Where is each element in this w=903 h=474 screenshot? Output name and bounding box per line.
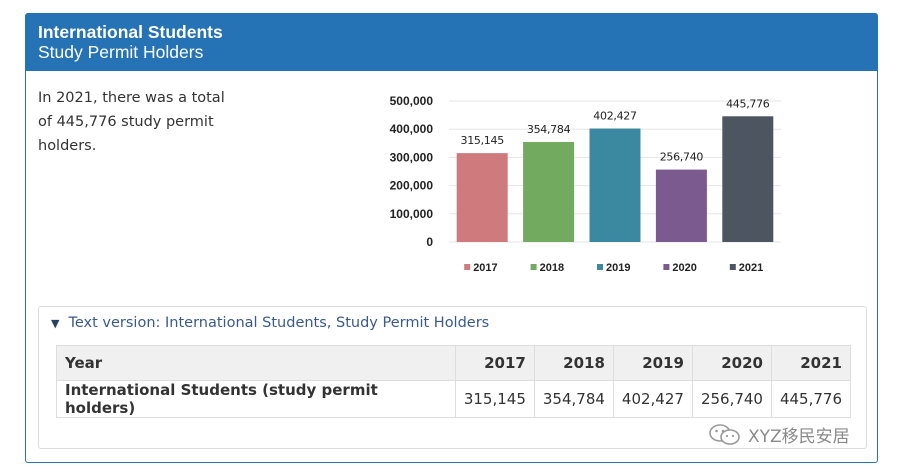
y-tick-label: 200,000	[390, 179, 434, 193]
text-version-label: Text version: International Students, St…	[68, 315, 490, 331]
bar	[589, 128, 641, 242]
watermark-text: XYZ移民安居	[748, 427, 850, 447]
y-tick-label: 0	[426, 235, 433, 249]
y-tick-label: 300,000	[390, 150, 434, 164]
text-version-toggle[interactable]: ▼ Text version: International Students, …	[39, 307, 866, 339]
summary-text: In 2021, there was a total of 445,776 st…	[38, 90, 225, 154]
year-2019-header: 2019	[612, 345, 693, 381]
y-tick-label: 400,000	[390, 122, 434, 136]
legend-label: 2019	[606, 262, 630, 274]
data-label: 402,427	[593, 110, 637, 123]
data-label: 256,740	[660, 151, 704, 164]
panel-header: International Students Study Permit Hold…	[26, 14, 877, 71]
year-2018-header: 2018	[533, 345, 614, 381]
panel-title: International Students	[38, 22, 223, 42]
value-2018: 354,784	[533, 380, 614, 418]
value-2021: 445,776	[770, 380, 852, 418]
triangle-down-icon: ▼	[51, 316, 60, 330]
data-label: 315,145	[461, 134, 505, 147]
bar	[722, 116, 774, 242]
legend-label: 2021	[739, 262, 763, 274]
wechat-icon	[709, 423, 740, 445]
chart-panel: International Students Study Permit Hold…	[25, 13, 878, 463]
value-2020: 256,740	[691, 380, 772, 418]
panel-subtitle: Study Permit Holders	[38, 42, 204, 62]
bar	[523, 141, 575, 242]
bar	[655, 169, 707, 242]
legend-swatch	[597, 264, 603, 270]
legend-label: 2017	[473, 262, 497, 274]
value-2017: 315,145	[454, 380, 535, 418]
bar	[456, 153, 508, 242]
y-tick-label: 500,000	[390, 94, 434, 108]
value-2019: 402,427	[612, 380, 693, 418]
row-label: International Students (study permit hol…	[56, 380, 456, 418]
year-2020-header: 2020	[691, 345, 772, 381]
legend-swatch	[663, 264, 670, 270]
data-label: 354,784	[527, 123, 571, 136]
table-header-row: Year 2017 2018 2019 2020 2021	[56, 345, 852, 381]
data-table: Year 2017 2018 2019 2020 2021 Internatio…	[56, 345, 852, 418]
data-label: 445,776	[726, 97, 770, 110]
table-row: International Students (study permit hol…	[56, 380, 852, 418]
legend-label: 2020	[672, 262, 696, 274]
legend-label: 2018	[540, 262, 564, 274]
text-version-details: ▼ Text version: International Students, …	[38, 306, 867, 449]
watermark: XYZ移民安居	[708, 422, 850, 447]
year-2017-header: 2017	[454, 345, 535, 381]
legend-swatch	[530, 264, 537, 270]
legend-swatch	[729, 264, 736, 270]
legend-swatch	[464, 264, 471, 270]
year-2021-header: 2021	[770, 345, 852, 381]
bar-chart: 0 100,000 200,000 300,000 400,000 500,000 315,…	[390, 94, 781, 274]
y-tick-label: 100,000	[390, 207, 434, 221]
year-header: Year	[56, 345, 456, 381]
